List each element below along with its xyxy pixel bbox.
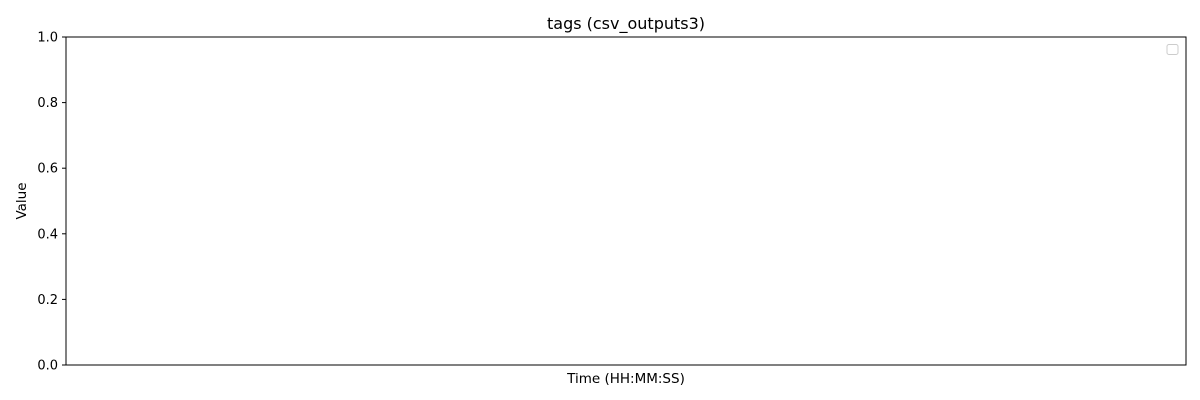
y-tick-label: 0.8 <box>37 96 58 111</box>
y-tick-label: 0.4 <box>37 227 58 242</box>
legend-box <box>1166 44 1179 55</box>
y-axis-ticks: 0.0 0.2 0.4 0.6 0.8 1.0 <box>37 31 66 374</box>
y-axis-label: Value <box>14 182 30 219</box>
plot-area-frame <box>65 36 1187 366</box>
chart-title: tags (csv_outputs3) <box>547 14 705 34</box>
y-tick-label: 0.6 <box>37 162 58 177</box>
y-tick-label: 0.0 <box>37 359 58 374</box>
x-axis-label: Time (HH:MM:SS) <box>566 371 685 387</box>
y-tick-label: 1.0 <box>37 31 58 46</box>
y-tick-label: 0.2 <box>37 293 58 308</box>
